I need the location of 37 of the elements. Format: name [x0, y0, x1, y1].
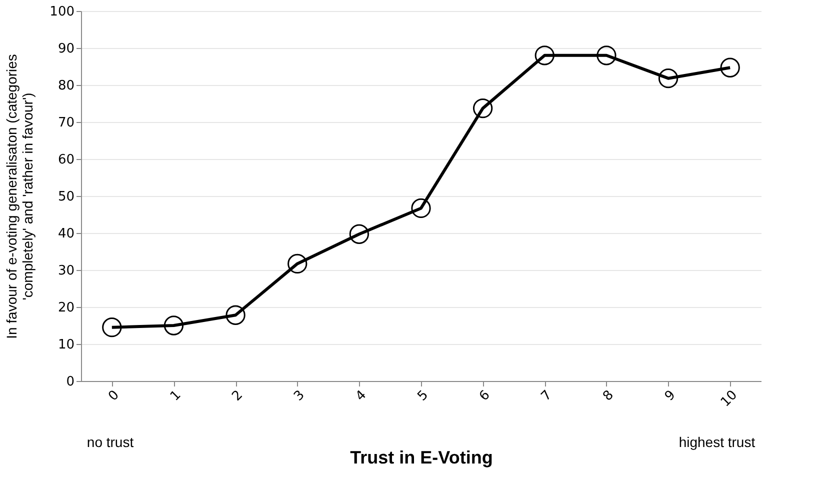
y-tick-label: 60	[58, 152, 74, 168]
point	[658, 68, 678, 88]
x-tick-label: 9	[662, 388, 679, 404]
x-tick-label: 8	[600, 388, 617, 404]
y-tick-label: 100	[50, 4, 74, 20]
x-tick-label: 7	[538, 388, 556, 404]
x-tick-label: 5	[414, 388, 432, 404]
y-tick-label: 40	[58, 226, 74, 242]
text: highest trust	[678, 434, 756, 450]
point	[288, 254, 308, 274]
y-axis-title: In favour of e-voting generalisaton (categories 'completely' and 'rather in favour')	[4, 54, 36, 339]
point	[226, 305, 246, 325]
y-tick-label: 30	[58, 264, 74, 278]
x-axis-title: Trust in E-Voting	[350, 447, 493, 468]
x-tick-label: 6	[476, 388, 494, 404]
y-tick-label: 70	[58, 116, 74, 130]
point	[472, 98, 493, 118]
y-tick-label: 20	[58, 300, 74, 316]
point	[411, 198, 431, 218]
y-tick-label: 0	[66, 374, 74, 390]
point	[596, 46, 616, 66]
point	[720, 58, 740, 78]
x-tick-label: 10	[718, 388, 740, 410]
x-tick-label: 3	[291, 388, 308, 404]
point	[349, 224, 370, 244]
y-tick-label: 90	[58, 42, 74, 56]
y-tick-label: 10	[58, 338, 74, 352]
point	[164, 316, 184, 336]
y-tick-label: 80	[58, 78, 74, 94]
point	[102, 318, 122, 338]
x-tick-label: 4	[353, 388, 370, 404]
x-tick-label: 0	[106, 388, 122, 404]
y-tick-label: 50	[58, 190, 74, 204]
x-tick-label: 1	[168, 388, 184, 404]
text: no trust	[86, 434, 134, 450]
x-tick-label: 2	[229, 388, 246, 404]
point	[534, 46, 554, 66]
